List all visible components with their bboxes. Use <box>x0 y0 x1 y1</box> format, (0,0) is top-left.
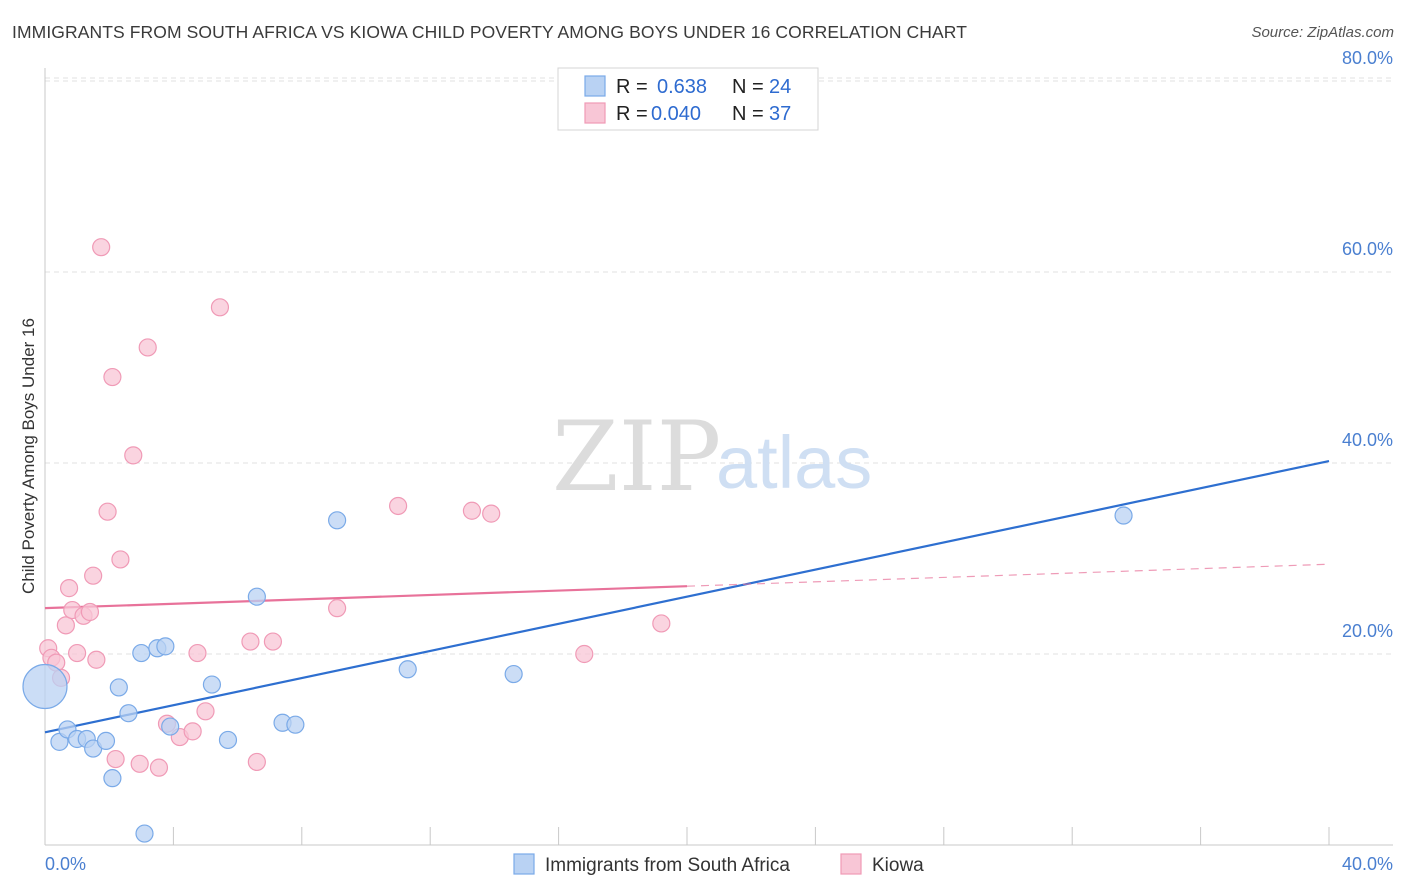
legend-r-label-2: R = <box>616 103 648 125</box>
point-south-africa-23 <box>1114 506 1133 525</box>
bottom-legend-label-kiowa: Kiowa <box>872 855 924 876</box>
source-note: Source: ZipAtlas.com <box>1251 24 1394 41</box>
trend-lines <box>44 460 1330 734</box>
x-axis-ticks <box>44 827 1330 845</box>
trend-line-kiowa-extrapolated <box>686 563 1330 587</box>
point-south-africa-16 <box>218 730 238 750</box>
stats-legend: R = 0.638 N = 24 R = 0.040 N = 37 <box>557 67 819 131</box>
point-kiowa-27 <box>241 632 260 651</box>
point-kiowa-7 <box>67 643 87 663</box>
point-kiowa-29 <box>263 632 283 651</box>
point-kiowa-31 <box>389 496 408 516</box>
point-kiowa-9 <box>80 602 100 622</box>
point-south-africa-8 <box>109 678 128 697</box>
y-axis-label: Child Poverty Among Boys Under 16 <box>19 318 38 594</box>
series-legend: Immigrants from South Africa Kiowa <box>513 853 924 876</box>
point-kiowa-34 <box>575 644 594 664</box>
point-south-africa-22 <box>504 664 523 684</box>
trend-line-kiowa <box>44 585 688 610</box>
y-tick-label-1: 40.0% <box>1342 430 1393 450</box>
point-kiowa-12 <box>92 238 111 257</box>
grid-lines <box>45 77 1393 655</box>
legend-n-value-2: 37 <box>769 103 791 125</box>
bottom-legend-swatch-south-africa <box>513 853 535 875</box>
point-south-africa-20 <box>328 511 347 530</box>
watermark-atlas: atlas <box>716 421 872 504</box>
point-kiowa-30 <box>328 599 347 618</box>
point-south-africa-21 <box>398 660 417 679</box>
bottom-legend-label-south-africa: Immigrants from South Africa <box>545 855 790 876</box>
y-tick-label-3: 80.0% <box>1342 48 1393 68</box>
point-kiowa-14 <box>103 367 122 387</box>
legend-n-value-1: 24 <box>769 76 791 98</box>
data-points <box>22 238 1133 843</box>
point-south-africa-11 <box>135 824 154 843</box>
point-kiowa-28 <box>247 752 266 772</box>
trend-line-south-africa <box>44 460 1330 734</box>
x-tick-label-max: 40.0% <box>1342 854 1393 874</box>
legend-r-value-1: 0.638 <box>657 76 707 98</box>
point-kiowa-17 <box>124 446 143 465</box>
point-kiowa-13 <box>98 502 117 521</box>
point-kiowa-35 <box>652 614 671 633</box>
point-south-africa-6 <box>96 731 116 751</box>
point-kiowa-18 <box>130 754 149 773</box>
point-kiowa-11 <box>87 650 106 669</box>
point-south-africa-19 <box>286 715 305 734</box>
y-tick-label-2: 60.0% <box>1342 239 1393 259</box>
x-tick-label-min: 0.0% <box>45 854 86 874</box>
point-kiowa-15 <box>106 749 125 769</box>
point-kiowa-32 <box>462 501 482 520</box>
point-kiowa-25 <box>196 702 215 721</box>
point-kiowa-4 <box>56 616 75 635</box>
legend-swatch-south-africa <box>584 75 606 97</box>
point-kiowa-16 <box>111 550 130 569</box>
y-tick-label-0: 20.0% <box>1342 621 1393 641</box>
point-south-africa-14 <box>161 717 180 736</box>
point-kiowa-20 <box>149 758 169 777</box>
legend-n-label-2: N = <box>732 103 764 125</box>
point-kiowa-23 <box>183 722 202 741</box>
point-south-africa-0 <box>22 663 68 710</box>
legend-r-value-2: 0.040 <box>651 103 701 125</box>
point-south-africa-10 <box>132 643 151 663</box>
chart-title: IMMIGRANTS FROM SOUTH AFRICA VS KIOWA CH… <box>12 22 968 42</box>
y-tick-labels: 20.0% 40.0% 60.0% 80.0% <box>1342 48 1393 641</box>
watermark-zip: ZIP <box>552 401 721 513</box>
point-south-africa-15 <box>202 675 222 694</box>
bottom-legend-swatch-kiowa <box>840 853 862 875</box>
point-kiowa-10 <box>84 566 103 585</box>
point-south-africa-7 <box>103 769 122 788</box>
legend-n-label-1: N = <box>732 76 764 98</box>
point-kiowa-26 <box>210 298 230 317</box>
point-south-africa-9 <box>119 704 138 723</box>
point-kiowa-19 <box>138 338 157 357</box>
point-kiowa-5 <box>59 579 79 598</box>
legend-swatch-kiowa <box>584 102 606 124</box>
point-south-africa-13 <box>156 637 175 656</box>
legend-r-label-1: R = <box>616 76 648 98</box>
point-kiowa-24 <box>188 643 207 663</box>
point-kiowa-33 <box>482 504 501 523</box>
point-south-africa-17 <box>247 587 266 606</box>
